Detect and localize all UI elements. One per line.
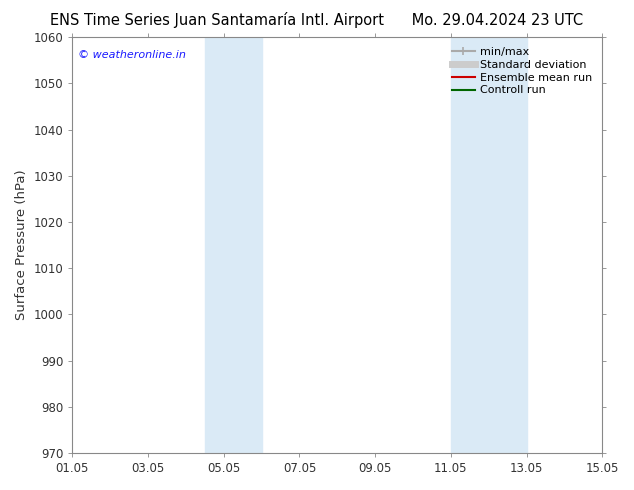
Bar [474, 37, 527, 453]
Text: © weatheronline.in: © weatheronline.in [77, 49, 186, 60]
Y-axis label: Surface Pressure (hPa): Surface Pressure (hPa) [15, 170, 28, 320]
Legend: min/max, Standard deviation, Ensemble mean run, Controll run: min/max, Standard deviation, Ensemble me… [448, 43, 597, 100]
Bar [205, 37, 228, 453]
Text: ENS Time Series Juan Santamaría Intl. Airport      Mo. 29.04.2024 23 UTC: ENS Time Series Juan Santamaría Intl. Ai… [51, 12, 583, 28]
Bar [451, 37, 474, 453]
Bar [228, 37, 262, 453]
